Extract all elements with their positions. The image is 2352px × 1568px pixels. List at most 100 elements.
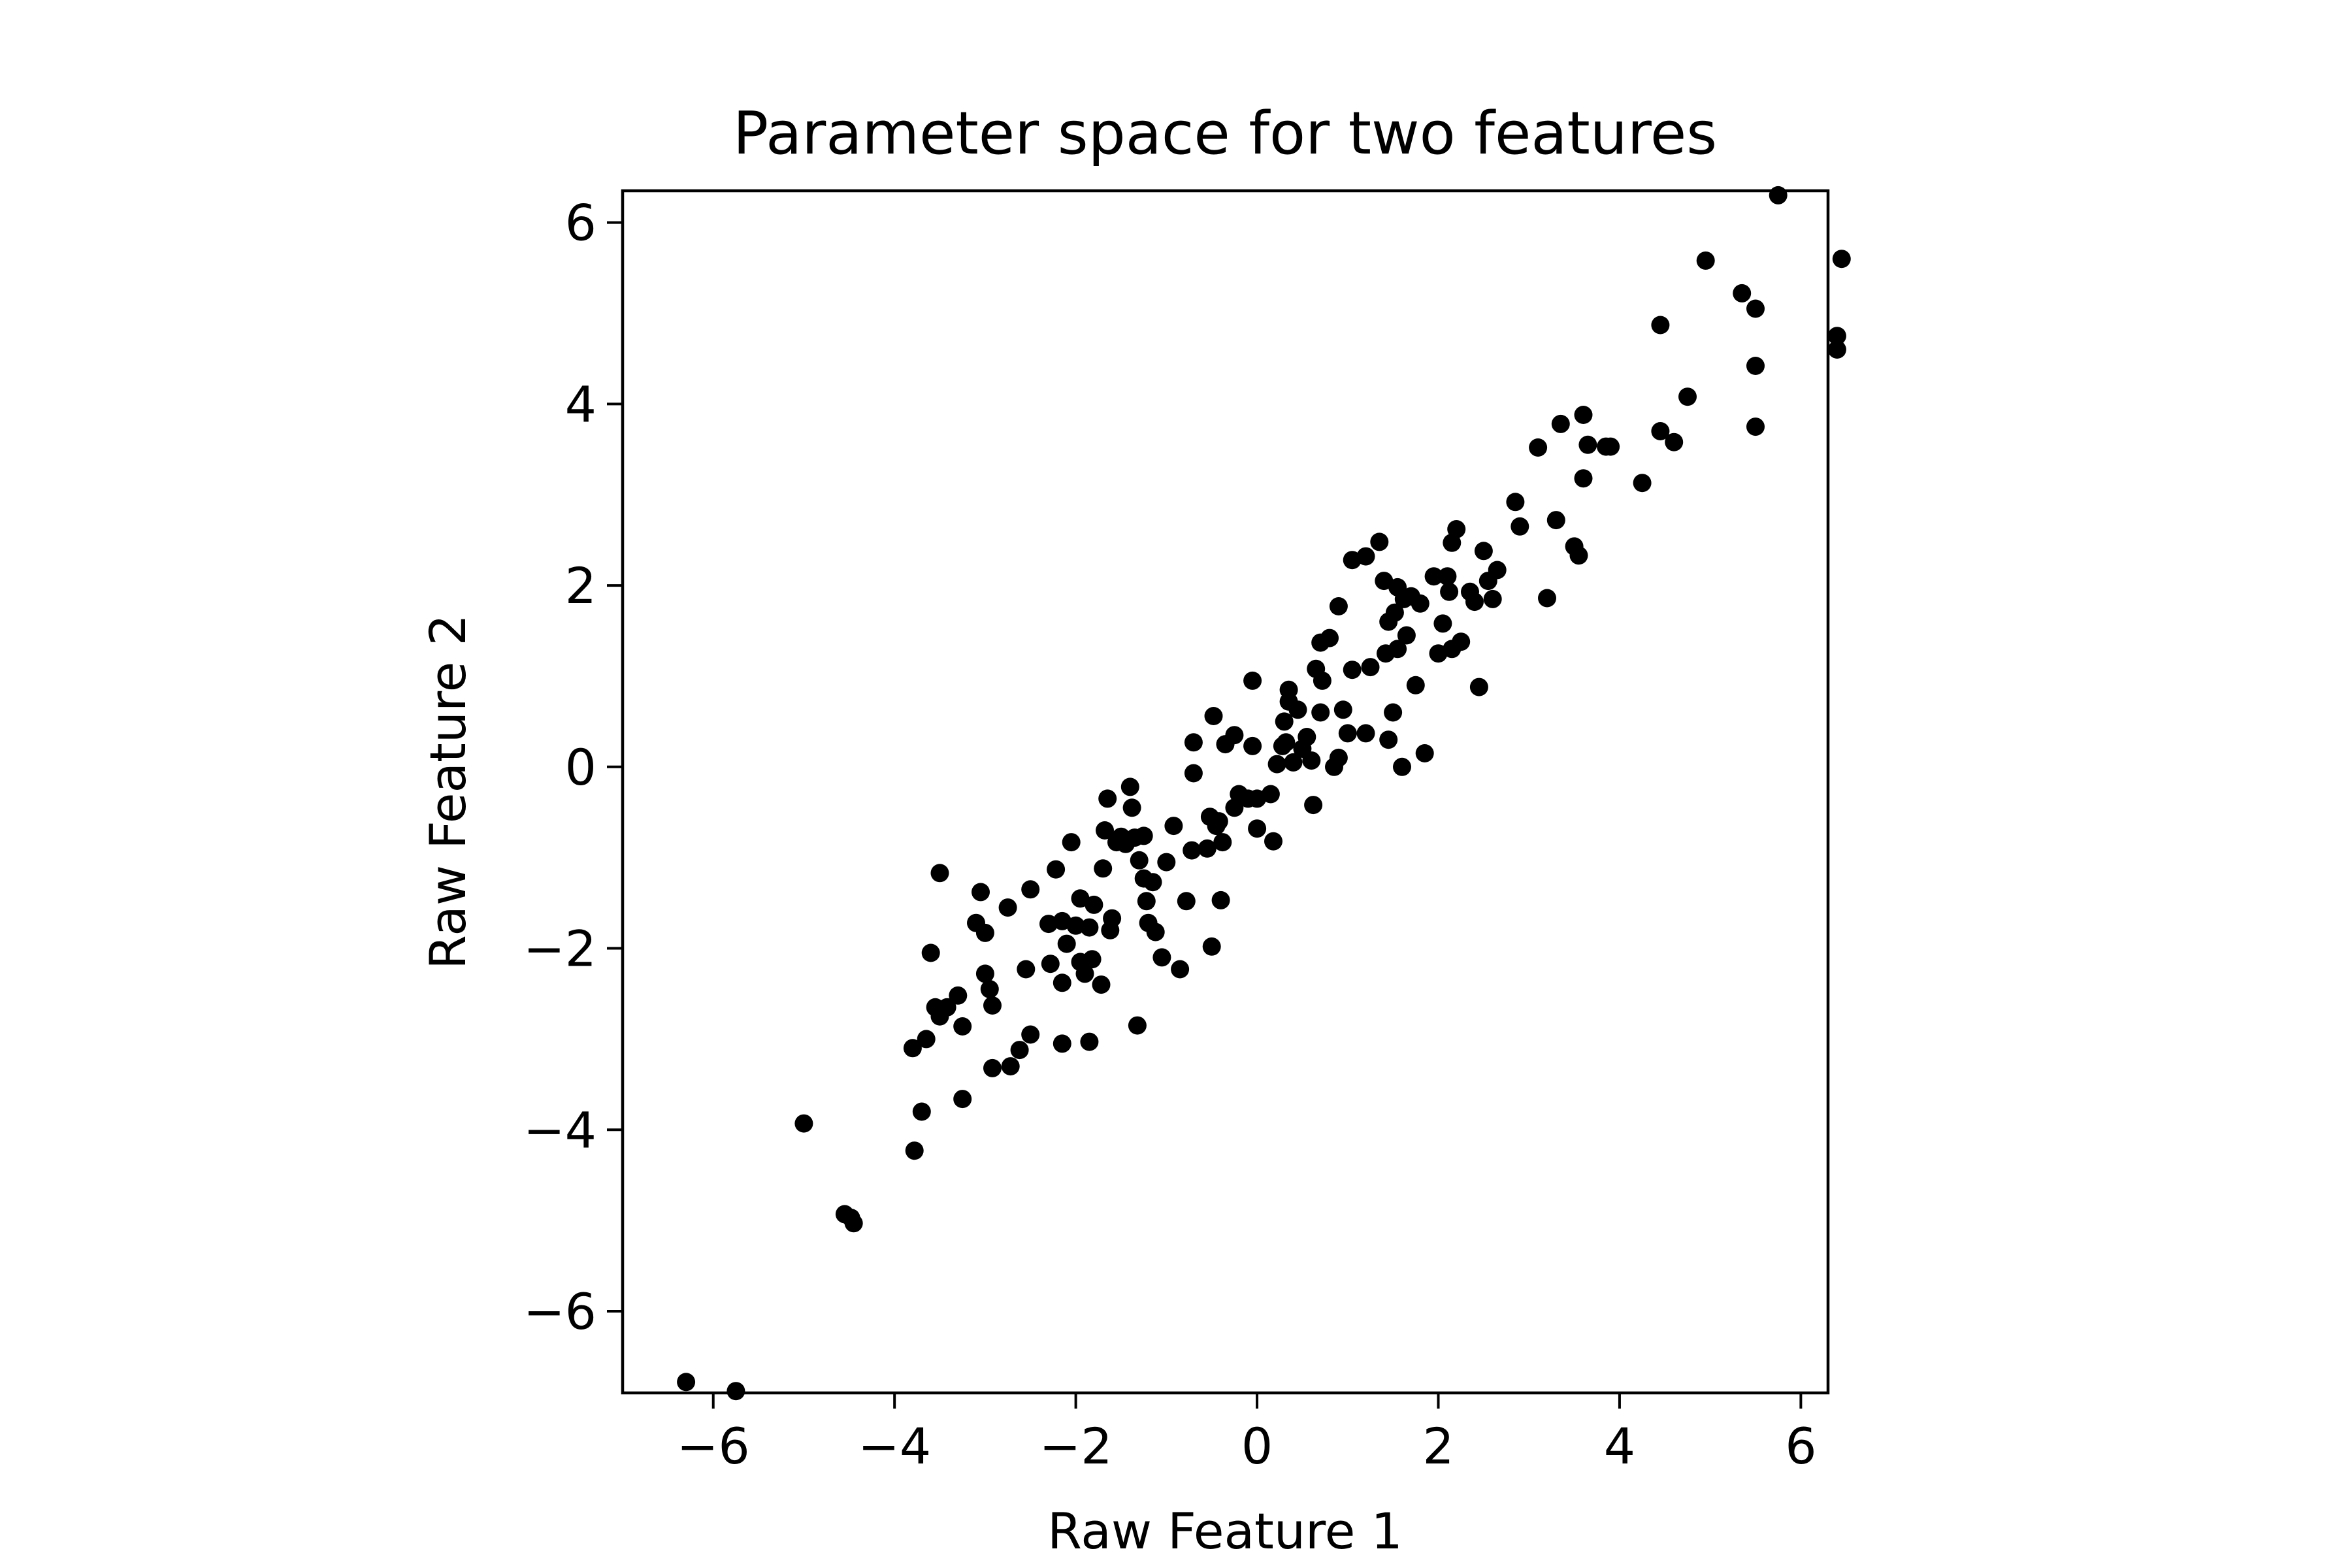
data-point [980,980,999,998]
data-point [1122,798,1141,817]
data-point [1406,676,1425,694]
data-point [1746,357,1765,375]
data-point [1128,1016,1147,1035]
x-axis-label: Raw Feature 1 [1047,1502,1403,1560]
data-point [1198,839,1217,858]
data-point [1746,417,1765,436]
data-point [921,943,940,962]
y-tick-label: −2 [523,920,596,978]
data-point [1329,748,1348,767]
data-point [1469,678,1488,696]
data-point [938,998,956,1017]
data-point [1665,433,1684,451]
data-point [972,883,990,902]
data-point [1243,736,1262,755]
data-point [1171,960,1190,979]
data-point [1211,890,1230,909]
data-point [1225,726,1244,745]
data-point [1071,889,1090,908]
data-point [1338,724,1357,743]
data-point [1080,918,1099,937]
data-point [1085,895,1103,914]
x-tick-label: 2 [1422,1417,1454,1475]
y-tick-label: 6 [565,194,596,252]
data-point [998,898,1017,917]
data-point [1279,680,1298,699]
data-point [1746,299,1765,318]
data-point [1092,975,1111,994]
data-point [1001,1057,1020,1076]
data-point [1601,437,1620,456]
data-point [1633,474,1652,493]
data-point [1157,853,1176,872]
data-point [1438,567,1457,586]
data-point [1483,589,1502,608]
data-point [1488,561,1507,580]
plot-frame [621,189,1830,1395]
data-point [1017,960,1036,979]
data-point [1651,316,1670,335]
data-point [1506,493,1525,512]
data-point [1356,724,1375,743]
x-tick-label: 6 [1785,1417,1816,1475]
data-point [912,1102,931,1121]
data-point [1465,593,1484,612]
data-point [1433,614,1452,633]
x-tick-label: 4 [1604,1417,1635,1475]
data-point [1243,671,1262,690]
data-point [1103,909,1122,928]
data-point [1177,892,1196,911]
data-point [1094,859,1113,878]
data-point [1248,819,1267,838]
data-point [1213,833,1232,852]
data-point [903,1039,922,1058]
y-axis-ticks: −6 −4 −2 0 2 4 6 [523,194,623,1341]
data-point [917,1030,936,1049]
data-point [1130,851,1149,870]
data-point [1021,880,1040,899]
data-point [1267,755,1286,774]
data-point [1277,733,1296,752]
data-point [953,1090,972,1109]
data-point [1329,597,1348,615]
data-point [1397,626,1416,645]
data-point [1053,1034,1071,1053]
data-point [1275,712,1294,731]
data-point [1447,520,1466,538]
data-point [1304,796,1323,815]
data-point [1057,934,1076,953]
data-point [949,986,968,1005]
y-tick-label: −4 [523,1101,596,1159]
data-point [1452,632,1471,651]
data-point [1134,826,1153,845]
data-point [975,923,994,942]
data-point [983,996,1002,1015]
data-point [1385,603,1404,622]
x-axis-ticks: −6 −4 −2 0 2 4 6 [677,1393,1817,1475]
data-point [1375,572,1394,591]
data-point [1098,789,1117,808]
data-point [1393,757,1411,776]
data-point [1696,251,1715,270]
data-point [1440,582,1459,601]
data-point [1733,284,1752,302]
data-point [1769,186,1788,204]
data-point [1075,964,1094,983]
y-tick-label: −6 [523,1282,596,1341]
data-point [1053,973,1071,992]
data-point [1511,517,1529,536]
data-point [1651,422,1670,440]
data-point [1209,812,1228,831]
x-tick-label: −2 [1039,1417,1113,1475]
data-point [930,864,949,883]
data-point [1311,703,1330,722]
data-point [953,1017,972,1036]
data-point [1370,532,1389,551]
x-tick-label: 0 [1241,1417,1273,1475]
data-point [1152,948,1171,967]
data-point [1474,542,1493,561]
data-point [1204,707,1223,725]
data-point [1574,469,1593,488]
data-point [1164,817,1183,836]
data-point [1184,733,1203,752]
